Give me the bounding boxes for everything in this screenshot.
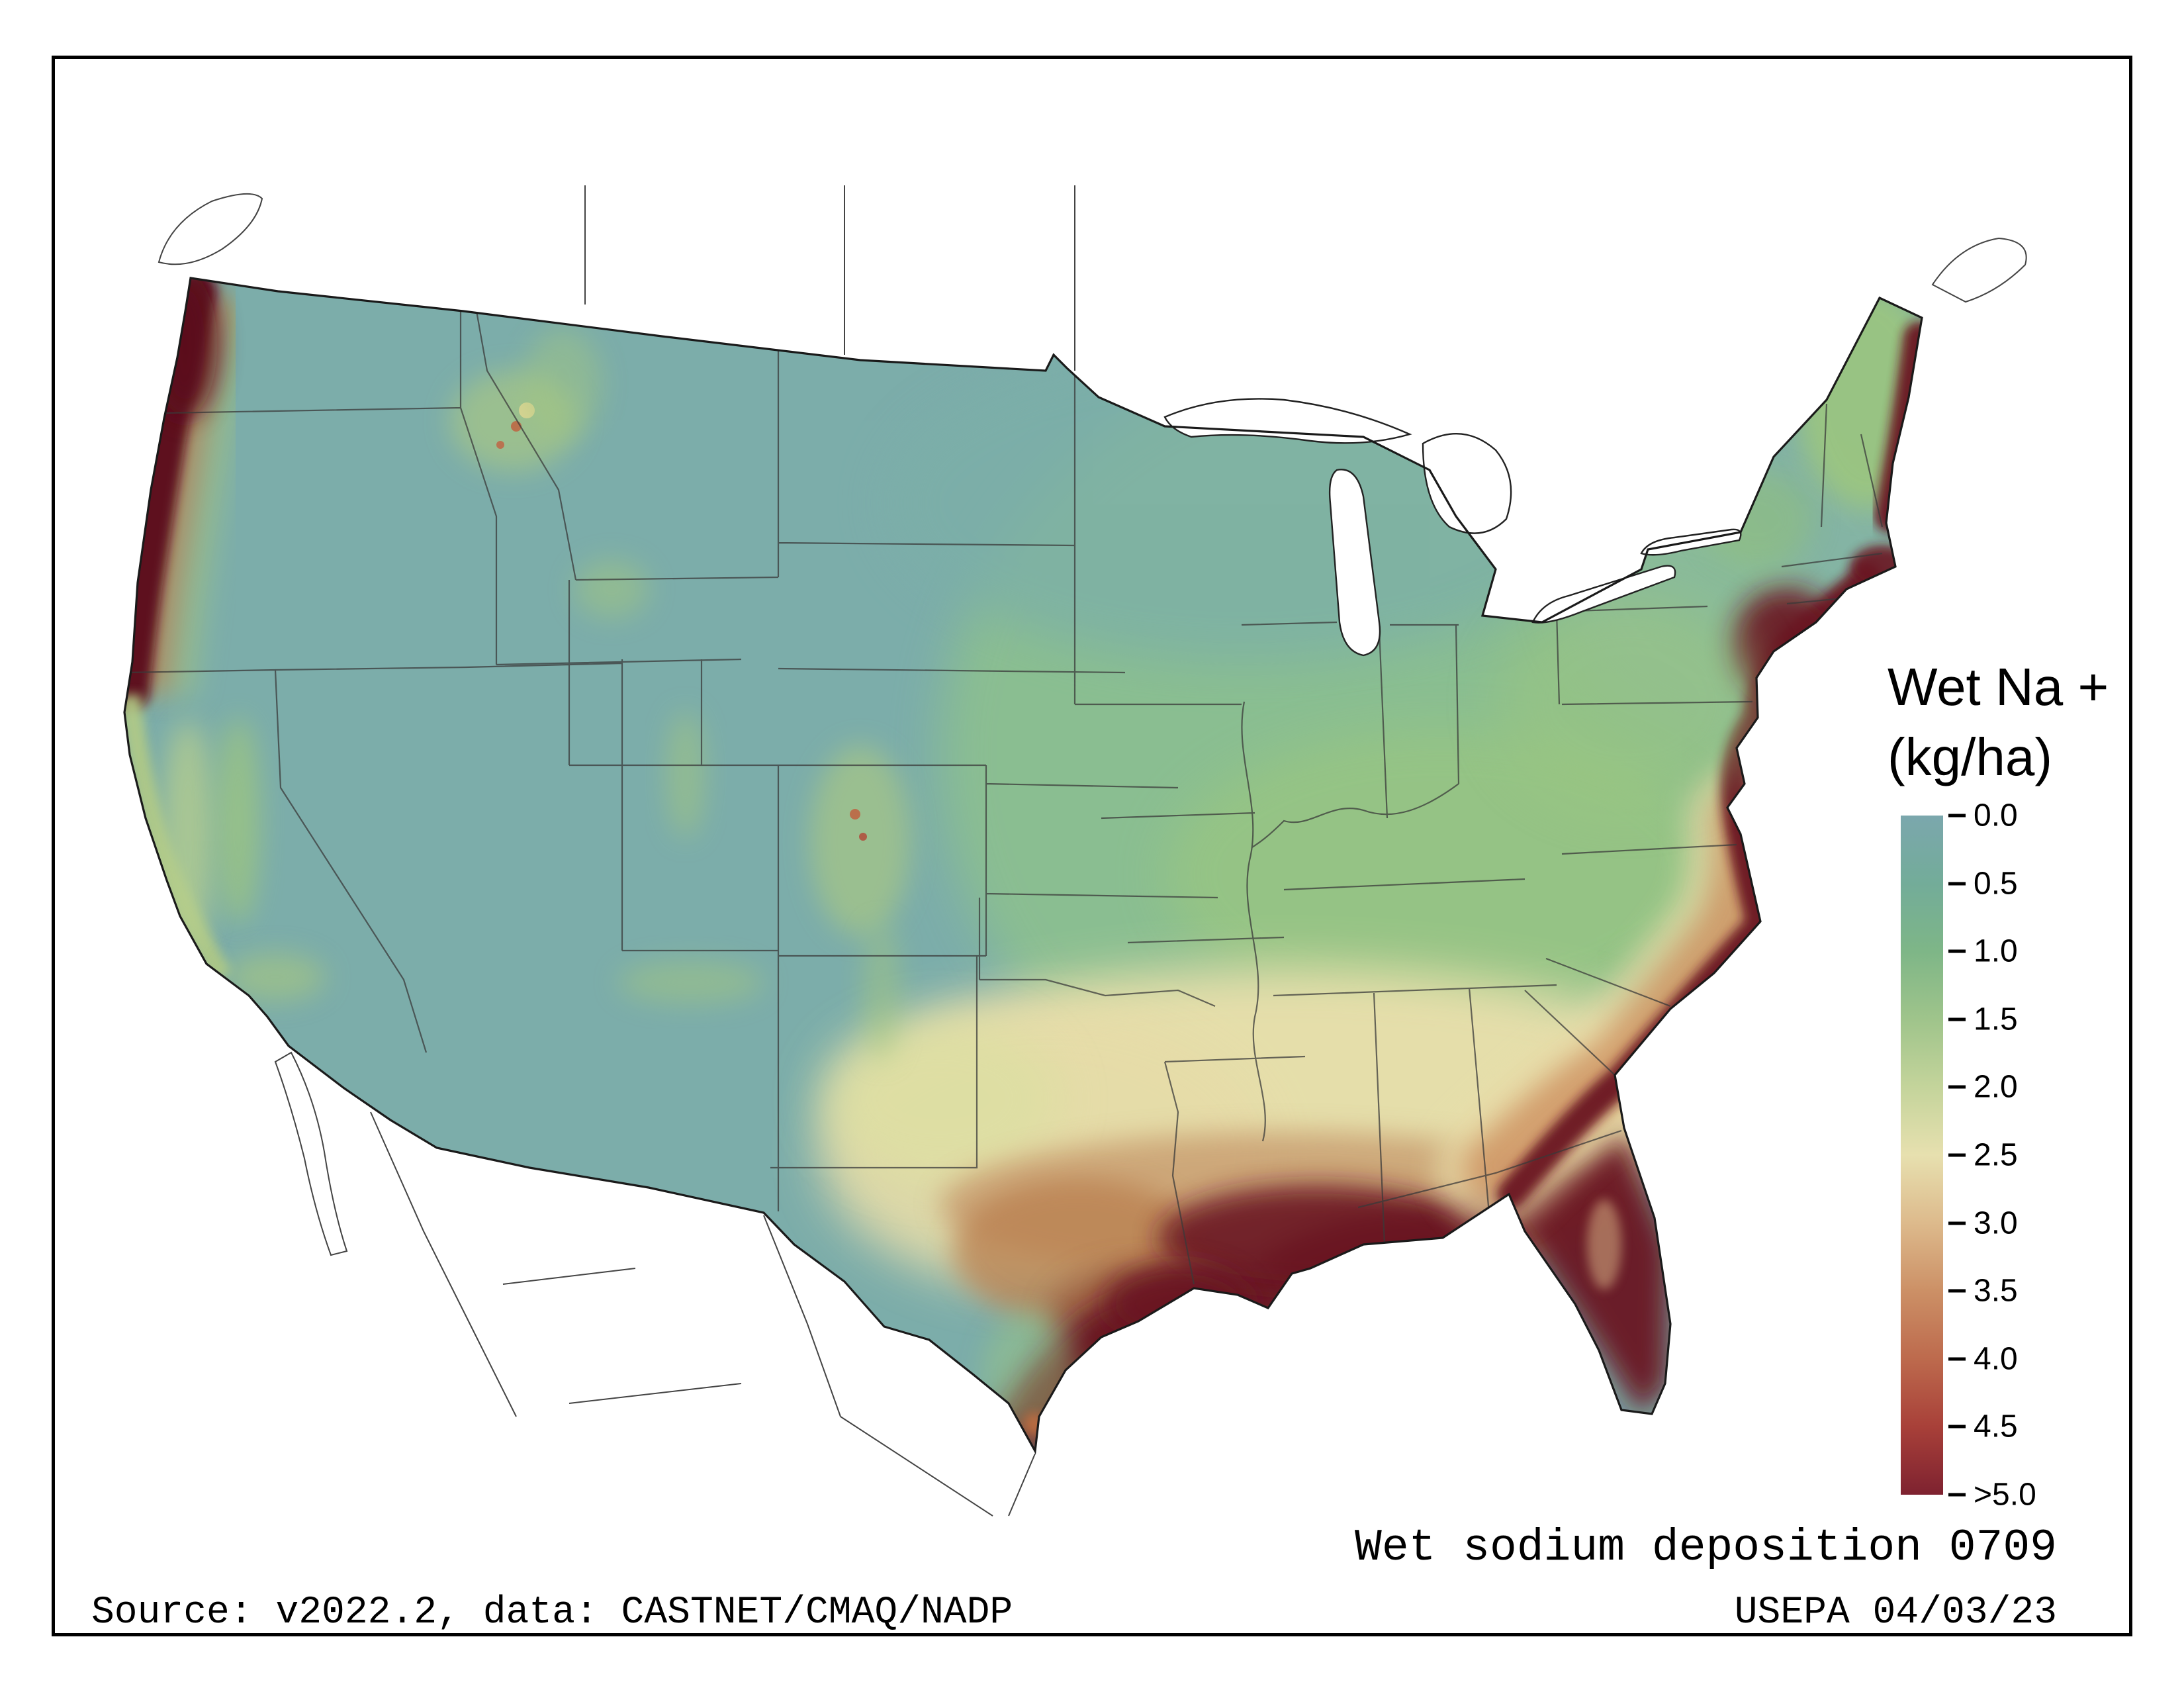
- tick-label: 3.5: [1974, 1273, 2018, 1309]
- legend-tick: 1.5: [1948, 1001, 2018, 1037]
- legend-tick: 4.5: [1948, 1409, 2018, 1445]
- baja-california: [274, 1051, 348, 1256]
- legend-tick: 3.5: [1948, 1273, 2018, 1309]
- plot-caption: Wet sodium deposition 0709: [1355, 1523, 2057, 1573]
- agency-date-text: USEPA 04/03/23: [1734, 1591, 2057, 1634]
- tick-label: 4.0: [1974, 1341, 2018, 1377]
- lake-huron: [1422, 433, 1512, 534]
- tick-mark: [1948, 1357, 1966, 1361]
- legend-tick: 4.0: [1948, 1340, 2018, 1377]
- legend-tick: 2.5: [1948, 1137, 2018, 1174]
- tick-label: >5.0: [1974, 1477, 2036, 1513]
- legend-tick: 0.0: [1948, 798, 2018, 834]
- legend-tick: 1.0: [1948, 933, 2018, 970]
- tick-label: 2.5: [1974, 1137, 2018, 1173]
- tick-mark: [1948, 1153, 1966, 1157]
- tick-label: 3.0: [1974, 1205, 2018, 1241]
- legend-ticks: 0.0 0.5 1.0 1.5 2.0 2.5 3.0 3.5 4.0 4.5 >5.0: [1948, 798, 2107, 1513]
- legend-units: (kg/ha): [1888, 727, 2052, 786]
- legend-tick: 2.0: [1948, 1069, 2018, 1105]
- tick-mark: [1948, 1085, 1966, 1089]
- state-borders: [126, 299, 1884, 1285]
- lake-michigan: [1328, 469, 1381, 657]
- tick-mark: [1948, 949, 1966, 953]
- plot-frame: [52, 56, 2132, 1636]
- tick-label: 2.0: [1974, 1069, 2018, 1105]
- tick-mark: [1948, 1425, 1966, 1429]
- legend-tick: >5.0: [1948, 1477, 2036, 1513]
- tick-mark: [1948, 814, 1966, 818]
- tick-label: 1.0: [1974, 933, 2018, 969]
- us-outline: [123, 277, 1923, 1455]
- legend-tick: 0.5: [1948, 865, 2018, 902]
- tick-label: 4.5: [1974, 1409, 2018, 1444]
- vancouver-island: [158, 193, 263, 265]
- tick-label: 0.0: [1974, 798, 2018, 833]
- tick-mark: [1948, 1017, 1966, 1021]
- source-text: Source: v2022.2, data: CASTNET/CMAQ/NADP: [91, 1591, 1013, 1634]
- legend-title: Wet Na +: [1888, 657, 2109, 716]
- tick-label: 0.5: [1974, 866, 2018, 902]
- tick-mark: [1948, 1289, 1966, 1293]
- lake-superior: [1163, 398, 1412, 444]
- canada-borders: [158, 185, 2027, 371]
- tick-mark: [1948, 1493, 1966, 1497]
- maritime-canada: [1931, 237, 2027, 303]
- tick-mark: [1948, 1221, 1966, 1225]
- legend-tick: 3.0: [1948, 1205, 2018, 1241]
- tick-mark: [1948, 882, 1966, 886]
- mexico-borders: [274, 1051, 1036, 1517]
- tick-label: 1.5: [1974, 1002, 2018, 1037]
- legend-colorbar: [1901, 816, 1943, 1495]
- us-deposition-map: [123, 185, 2027, 1517]
